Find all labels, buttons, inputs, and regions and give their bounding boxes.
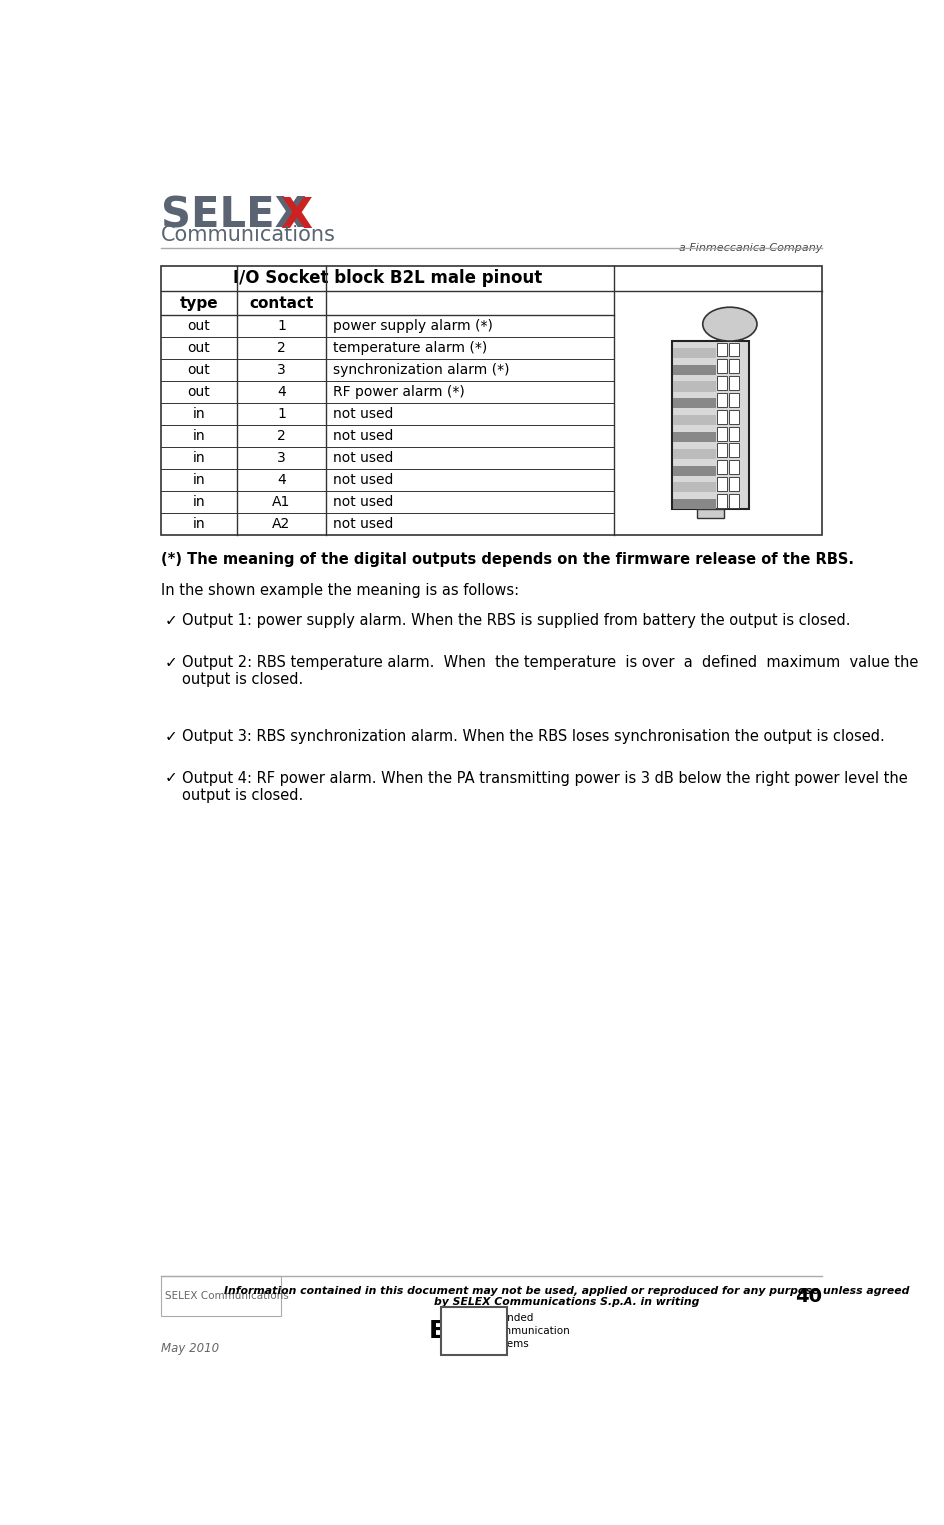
Text: out: out: [187, 386, 211, 400]
Text: in: in: [193, 407, 205, 421]
Bar: [441, 1307, 507, 1354]
Bar: [716, 343, 727, 357]
Text: type: type: [179, 296, 218, 311]
Text: not used: not used: [333, 473, 394, 486]
Text: a Finmeccanica Company: a Finmeccanica Company: [679, 242, 822, 253]
Text: 1: 1: [277, 319, 286, 334]
Bar: [729, 343, 739, 357]
Text: synchronization alarm (*): synchronization alarm (*): [333, 363, 510, 377]
Text: Output 3: RBS synchronization alarm. When the RBS loses synchronisation the outp: Output 3: RBS synchronization alarm. Whe…: [182, 729, 885, 744]
Text: 4: 4: [277, 473, 286, 486]
Text: May 2010: May 2010: [160, 1342, 219, 1354]
Bar: [673, 398, 716, 409]
Bar: [697, 509, 724, 518]
Bar: [729, 477, 739, 491]
Text: SELEX: SELEX: [160, 195, 307, 236]
Text: I/O Socket block B2L male pinout: I/O Socket block B2L male pinout: [232, 270, 542, 288]
Bar: [729, 393, 739, 407]
Text: ✓: ✓: [164, 613, 177, 628]
Bar: [729, 444, 739, 458]
Text: ✓: ✓: [164, 656, 177, 669]
Text: Extended: Extended: [484, 1313, 533, 1322]
Text: 4: 4: [277, 386, 286, 400]
Bar: [673, 348, 716, 358]
Text: A2: A2: [272, 517, 291, 531]
Text: 40: 40: [796, 1287, 822, 1305]
Bar: [673, 448, 716, 459]
Text: power supply alarm (*): power supply alarm (*): [333, 319, 494, 334]
Text: not used: not used: [333, 451, 394, 465]
Bar: [729, 410, 739, 424]
Text: contact: contact: [249, 296, 313, 311]
Text: SELEX Communications: SELEX Communications: [165, 1292, 289, 1301]
Text: temperature alarm (*): temperature alarm (*): [333, 342, 488, 355]
Text: not used: not used: [333, 496, 394, 509]
Text: CO: CO: [484, 1327, 500, 1336]
Bar: [716, 427, 727, 441]
Bar: [729, 377, 739, 390]
Text: 2: 2: [277, 429, 286, 444]
Text: out: out: [187, 342, 211, 355]
Text: Output 4: RF power alarm. When the PA transmitting power is 3 dB below the right: Output 4: RF power alarm. When the PA tr…: [182, 770, 908, 802]
Text: Output 1: power supply alarm. When the RBS is supplied from battery the output i: Output 1: power supply alarm. When the R…: [182, 613, 851, 628]
Text: ECOS: ECOS: [429, 1319, 503, 1344]
Text: (*) The meaning of the digital outputs depends on the firmware release of the RB: (*) The meaning of the digital outputs d…: [160, 552, 853, 567]
Bar: [716, 410, 727, 424]
Text: out: out: [187, 319, 211, 334]
Bar: [160, 1276, 280, 1316]
Bar: [729, 494, 739, 508]
Bar: [673, 432, 716, 442]
Text: Information contained in this document may not be used, applied or reproduced fo: Information contained in this document m…: [225, 1286, 910, 1307]
Text: X: X: [280, 195, 312, 236]
Bar: [716, 477, 727, 491]
Text: ystems: ystems: [492, 1339, 530, 1350]
Text: out: out: [187, 363, 211, 377]
Bar: [673, 465, 716, 476]
Bar: [673, 381, 716, 392]
Bar: [673, 482, 716, 493]
Text: 3: 3: [277, 451, 286, 465]
Text: ✓: ✓: [164, 729, 177, 744]
Text: Communications: Communications: [160, 226, 335, 246]
Bar: [729, 427, 739, 441]
Bar: [716, 393, 727, 407]
Bar: [716, 494, 727, 508]
Text: in: in: [193, 429, 205, 444]
Text: RF power alarm (*): RF power alarm (*): [333, 386, 465, 400]
Text: in: in: [193, 517, 205, 531]
Bar: [672, 342, 750, 509]
Text: not used: not used: [333, 517, 394, 531]
Bar: [729, 360, 739, 374]
Text: A1: A1: [272, 496, 291, 509]
Text: S: S: [484, 1339, 492, 1350]
Text: In the shown example the meaning is as follows:: In the shown example the meaning is as f…: [160, 583, 519, 598]
Bar: [160, 267, 822, 535]
Text: mmunication: mmunication: [501, 1327, 570, 1336]
Bar: [673, 415, 716, 425]
Text: not used: not used: [333, 407, 394, 421]
Text: 3: 3: [277, 363, 286, 377]
Text: ✓: ✓: [164, 770, 177, 785]
Bar: [716, 461, 727, 474]
Bar: [716, 444, 727, 458]
Text: Output 2: RBS temperature alarm.  When  the temperature  is over  a  defined  ma: Output 2: RBS temperature alarm. When th…: [182, 656, 919, 688]
Text: in: in: [193, 473, 205, 486]
Bar: [716, 360, 727, 374]
Text: in: in: [193, 451, 205, 465]
Text: in: in: [193, 496, 205, 509]
Bar: [673, 499, 716, 509]
Bar: [716, 377, 727, 390]
Text: not used: not used: [333, 429, 394, 444]
Text: 2: 2: [277, 342, 286, 355]
Bar: [673, 364, 716, 375]
Bar: [729, 461, 739, 474]
Text: 1: 1: [277, 407, 286, 421]
Ellipse shape: [702, 307, 757, 342]
